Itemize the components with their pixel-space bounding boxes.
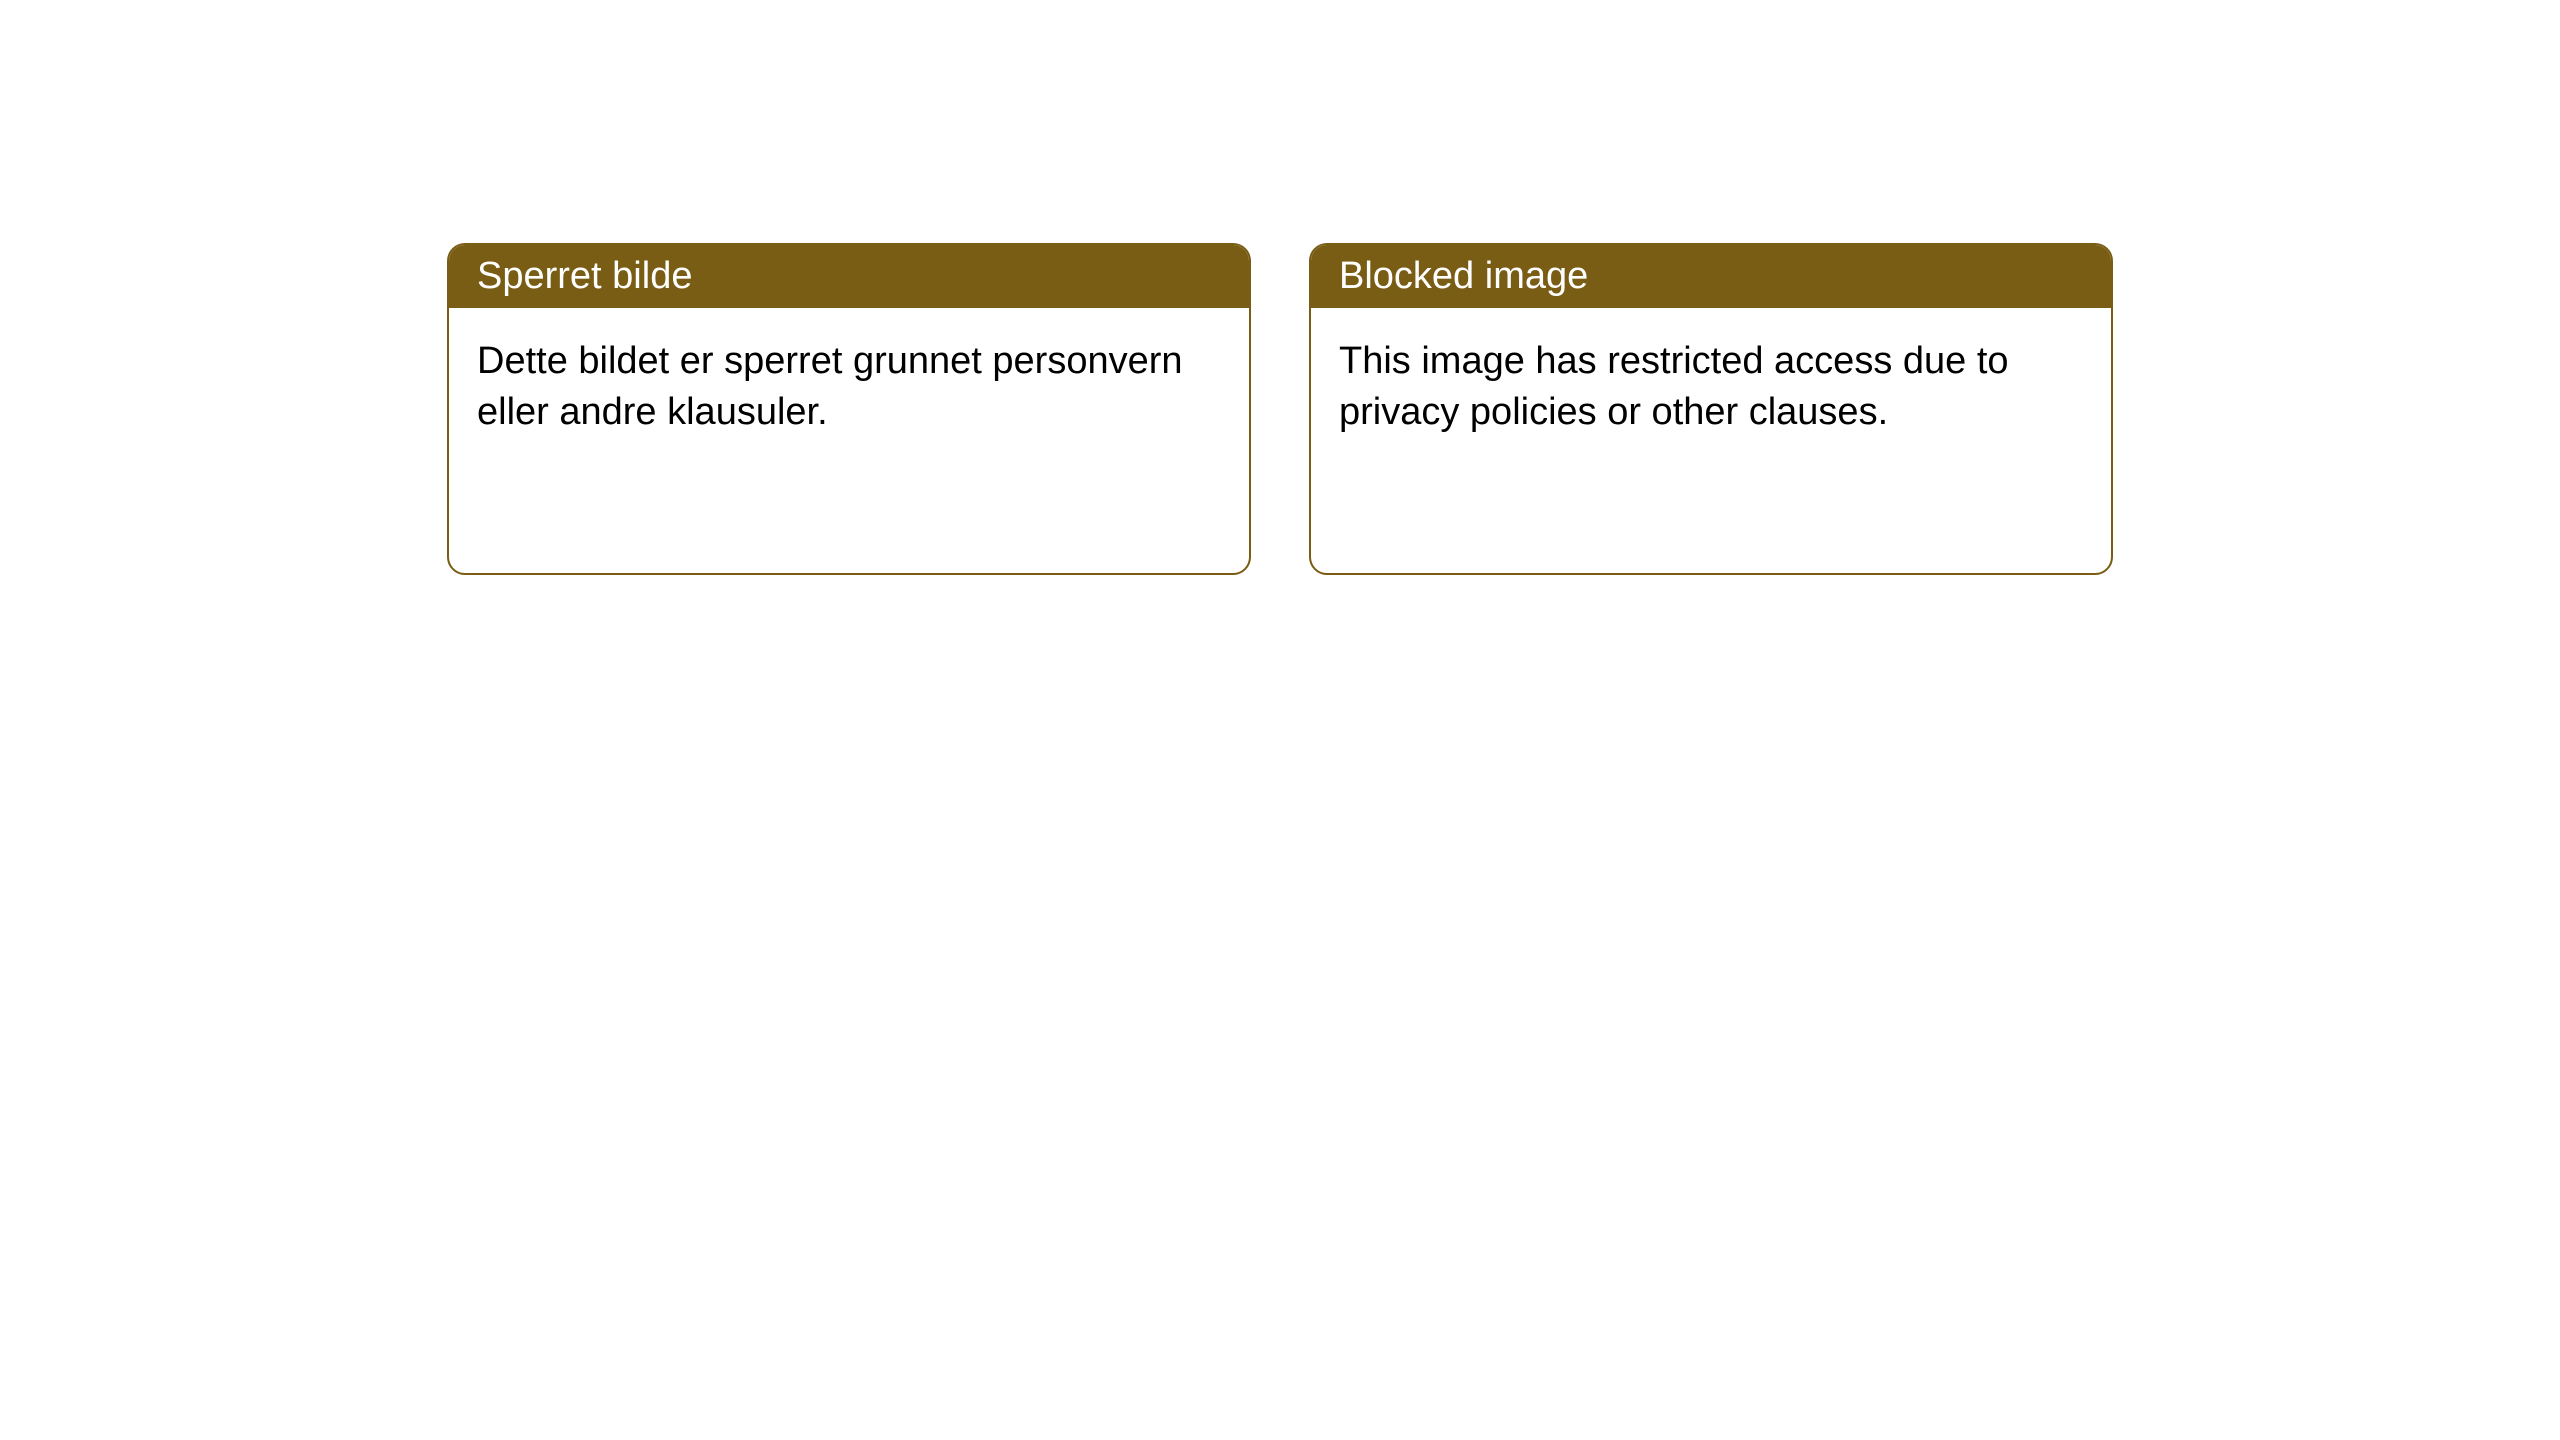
notice-container: Sperret bilde Dette bildet er sperret gr… (0, 0, 2560, 575)
card-title: Blocked image (1339, 255, 1588, 297)
card-header: Sperret bilde (449, 245, 1249, 308)
card-body: Dette bildet er sperret grunnet personve… (449, 308, 1249, 467)
notice-card-norwegian: Sperret bilde Dette bildet er sperret gr… (447, 243, 1251, 575)
card-body-text: Dette bildet er sperret grunnet personve… (477, 340, 1183, 433)
card-header: Blocked image (1311, 245, 2111, 308)
card-body-text: This image has restricted access due to … (1339, 340, 2009, 433)
card-body: This image has restricted access due to … (1311, 308, 2111, 467)
card-title: Sperret bilde (477, 255, 692, 297)
notice-card-english: Blocked image This image has restricted … (1309, 243, 2113, 575)
